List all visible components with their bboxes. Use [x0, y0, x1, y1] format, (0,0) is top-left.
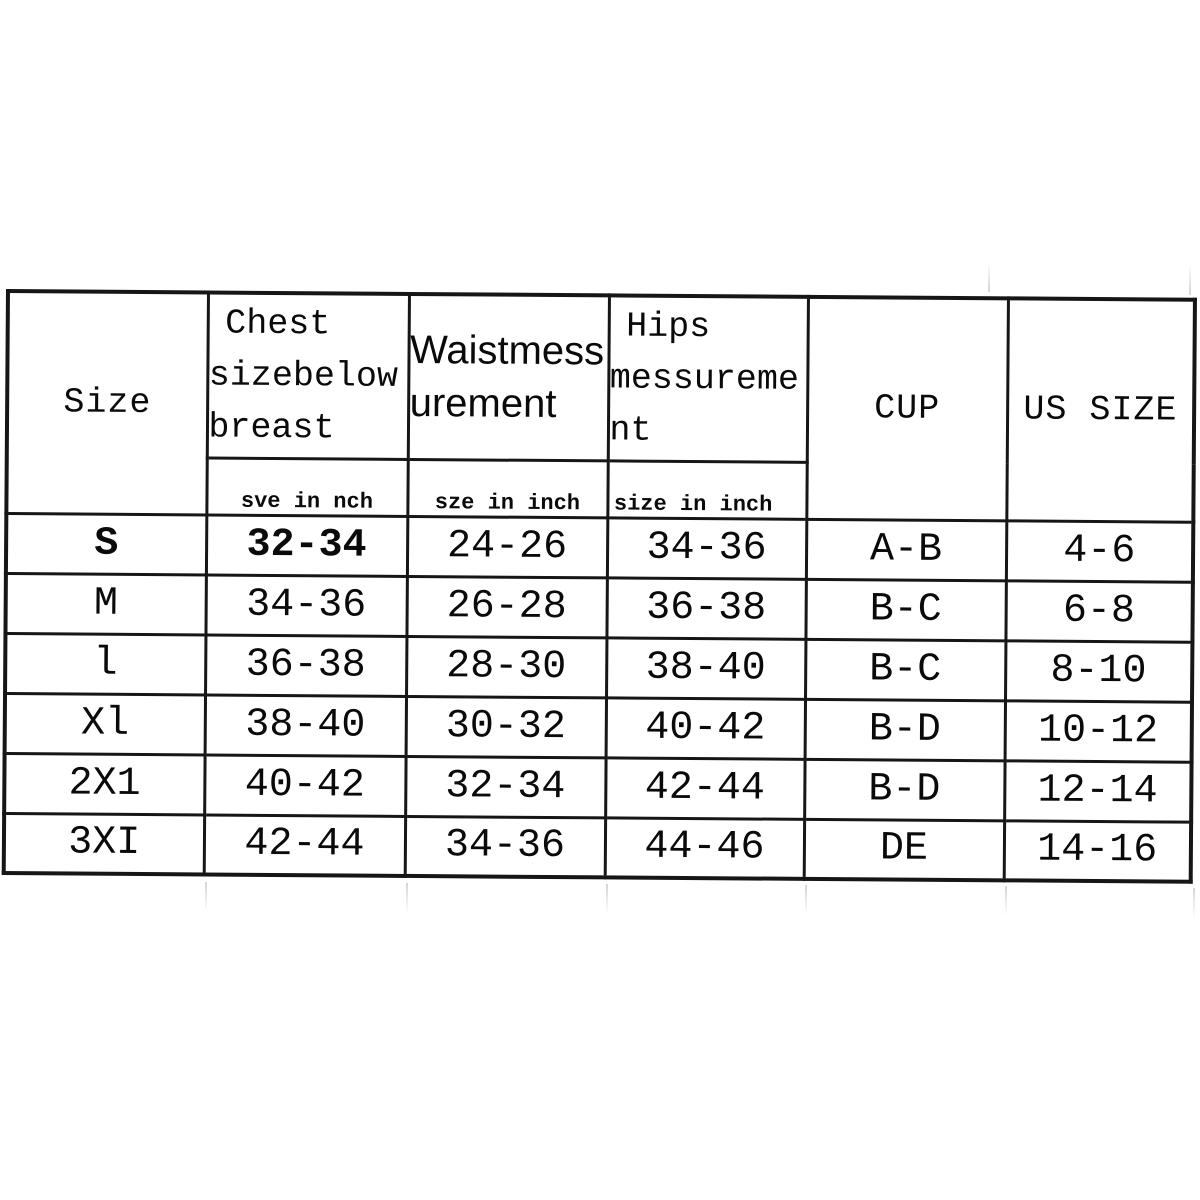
cup-cell: DE [803, 818, 1005, 881]
col-header-cup: CUP [806, 296, 1008, 521]
gridline-stub [805, 885, 807, 915]
waist-cell: 28-30 [406, 635, 607, 698]
col-header-cup-label: CUP [873, 388, 941, 430]
col-header-hips-line: Hips [626, 306, 711, 347]
table-row: 3XI 42-44 34-36 44-46 DE 14-16 [3, 813, 1192, 882]
col-header-us-size: US SIZE [1006, 298, 1195, 522]
gridline-stub [1193, 888, 1195, 918]
col-header-chest-line: Chest [225, 303, 331, 345]
gridline-stub [1005, 886, 1007, 916]
chest-cell: 36-38 [205, 634, 407, 696]
size-chart-table: Size Chest sizebelow breast Waistmess ur… [1, 289, 1197, 884]
size-cell: l [5, 633, 206, 695]
chest-cell: 38-40 [204, 694, 407, 756]
waist-cell: 30-32 [405, 695, 607, 758]
cup-cell: A-B [805, 518, 1007, 581]
gridline-stub [205, 882, 207, 912]
table-row: Xl 38-40 30-32 40-42 B-D 10-12 [4, 693, 1193, 762]
waist-cell: 26-28 [406, 575, 607, 638]
chest-cell: 42-44 [203, 814, 406, 876]
subheader-hips-units: size in inch [607, 460, 807, 519]
size-cell: 3XI [3, 813, 205, 875]
header-row: Size Chest sizebelow breast Waistmess ur… [6, 291, 1195, 522]
col-header-hips-line: messureme [609, 358, 800, 400]
col-header-chest-line: breast [208, 407, 335, 449]
hips-cell: 44-46 [604, 817, 805, 879]
gridline-stub [1189, 263, 1191, 295]
subheader-waist-units: sze in inch [407, 458, 608, 518]
table-row: M 34-36 26-28 36-38 B-C 6-8 [5, 573, 1193, 642]
size-cell: S [5, 513, 207, 575]
chest-cell: 32-34 [205, 514, 408, 576]
us-size-cell: 14-16 [1003, 820, 1192, 882]
col-header-waist: Waistmess urement [407, 293, 609, 461]
hips-cell: 34-36 [606, 517, 807, 579]
hips-cell: 38-40 [606, 637, 806, 699]
col-header-waist-line: urement [409, 380, 557, 426]
us-size-cell: 10-12 [1004, 700, 1193, 762]
col-header-hips-line: nt [609, 410, 652, 451]
cup-cell: B-C [805, 638, 1006, 701]
chest-cell: 40-42 [204, 754, 406, 816]
chest-cell: 34-36 [205, 574, 407, 636]
col-header-size-label: Size [63, 382, 152, 424]
hips-cell: 40-42 [605, 697, 806, 759]
us-size-cell: 12-14 [1004, 760, 1192, 822]
gridline-stub [988, 262, 990, 292]
waist-cell: 24-26 [406, 515, 608, 578]
waist-cell: 32-34 [405, 755, 606, 818]
cup-cell: B-D [804, 698, 1006, 761]
size-cell: Xl [4, 693, 206, 755]
col-header-us-size-label: US SIZE [1023, 389, 1178, 431]
gridline-stub [406, 883, 408, 913]
subheader-chest-units: sve in nch [206, 457, 408, 516]
waist-cell: 34-36 [404, 815, 606, 878]
table-row: 2X1 40-42 32-34 42-44 B-D 12-14 [4, 753, 1192, 822]
hips-cell: 36-38 [606, 577, 806, 639]
table-row: S 32-34 24-26 34-36 A-B 4-6 [5, 513, 1194, 582]
us-size-cell: 8-10 [1005, 640, 1193, 702]
gridline-stub [606, 884, 608, 914]
size-cell: 2X1 [4, 753, 205, 815]
col-header-chest-line: sizebelow [208, 355, 399, 397]
table-row: l 36-38 28-30 38-40 B-C 8-10 [5, 633, 1193, 702]
col-header-chest: Chest sizebelow breast [206, 292, 409, 459]
us-size-cell: 6-8 [1005, 580, 1193, 642]
col-header-size: Size [6, 291, 208, 515]
us-size-cell: 4-6 [1005, 520, 1194, 582]
col-header-hips: Hips messureme nt [607, 295, 808, 462]
col-header-waist-line: Waistmess [409, 327, 605, 374]
cup-cell: B-D [804, 758, 1005, 821]
size-cell: M [5, 573, 206, 635]
cup-cell: B-C [805, 578, 1006, 641]
hips-cell: 42-44 [605, 757, 805, 819]
